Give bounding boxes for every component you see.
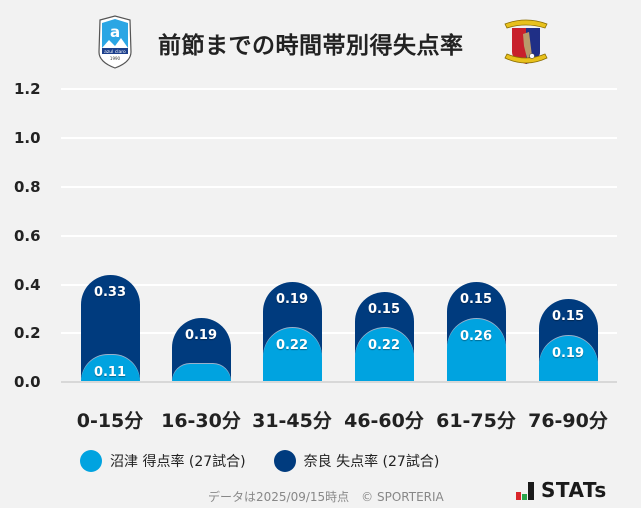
home-team-crest-icon: a azul claro 1990 — [96, 14, 134, 70]
x-tick-label: 76-90分 — [528, 410, 608, 432]
chart-header: a azul claro 1990 前節までの時間帯別得失点率 — [0, 0, 641, 80]
gridline — [61, 332, 617, 334]
legend: 沼津 得点率 (27試合) 奈良 失点率 (27試合) — [80, 448, 467, 474]
bar-segment-home — [262, 328, 322, 382]
legend-dot-icon — [273, 450, 296, 472]
bar-segment-home — [354, 328, 414, 382]
bar-segment-home — [446, 318, 506, 382]
bar-value-label-home: 0.22 — [275, 338, 309, 354]
legend-dot-icon — [80, 450, 102, 472]
away-team-crest-icon — [503, 16, 549, 68]
svg-text:1990: 1990 — [110, 56, 121, 61]
y-tick-label: 0.8 — [14, 178, 41, 196]
legend-item-home: 沼津 得点率 (27試合) — [80, 450, 246, 472]
x-tick-label: 0-15分 — [76, 410, 144, 432]
gridline — [61, 235, 617, 237]
bar-value-label-away: 0.33 — [93, 284, 127, 300]
y-tick-label: 0.2 — [14, 324, 41, 342]
bar-value-label-home: 0.22 — [367, 338, 401, 354]
bar-value-label-home: 0.11 — [93, 365, 127, 381]
x-tick-label: 16-30分 — [161, 410, 241, 432]
stats-brand-text: STATs — [541, 478, 607, 502]
x-tick-label: 46-60分 — [344, 410, 424, 432]
stats-brand-logo: STATs — [516, 478, 607, 500]
bar-value-label-away: 0.19 — [184, 327, 218, 343]
gridline — [61, 88, 617, 90]
bar-value-label-away: 0.19 — [275, 291, 309, 307]
footer-note: データは2025/09/15時点 © SPORTERIA — [208, 490, 444, 504]
y-tick-label: 0.6 — [14, 227, 41, 245]
bar-value-label-away: 0.15 — [367, 301, 401, 317]
gridline — [61, 186, 617, 188]
legend-label: 沼津 得点率 (27試合) — [110, 454, 246, 470]
bar-value-label-home: 0.26 — [459, 328, 493, 344]
bar-segment-home — [538, 335, 598, 382]
svg-text:azul claro: azul claro — [104, 49, 126, 55]
stats-bars-icon — [516, 482, 535, 500]
bar-value-label-home: 0.19 — [551, 345, 585, 361]
bar-value-label-away: 0.15 — [551, 309, 585, 325]
gridline — [61, 137, 617, 139]
bar-segment-home — [171, 364, 231, 382]
x-axis-baseline — [61, 381, 617, 383]
legend-item-away: 奈良 失点率 (27試合) — [273, 450, 440, 472]
bar-value-label-away: 0.15 — [459, 291, 493, 307]
y-tick-label: 1.0 — [14, 129, 41, 147]
y-tick-label: 1.2 — [14, 80, 41, 98]
svg-text:a: a — [110, 23, 120, 41]
y-tick-label: 0.4 — [14, 276, 41, 294]
y-tick-label: 0.0 — [14, 373, 41, 391]
chart-title: 前節までの時間帯別得失点率 — [158, 33, 464, 59]
x-tick-label: 61-75分 — [436, 410, 516, 432]
x-tick-label: 31-45分 — [252, 410, 332, 432]
gridline — [61, 284, 617, 286]
legend-label: 奈良 失点率 (27試合) — [303, 454, 440, 470]
